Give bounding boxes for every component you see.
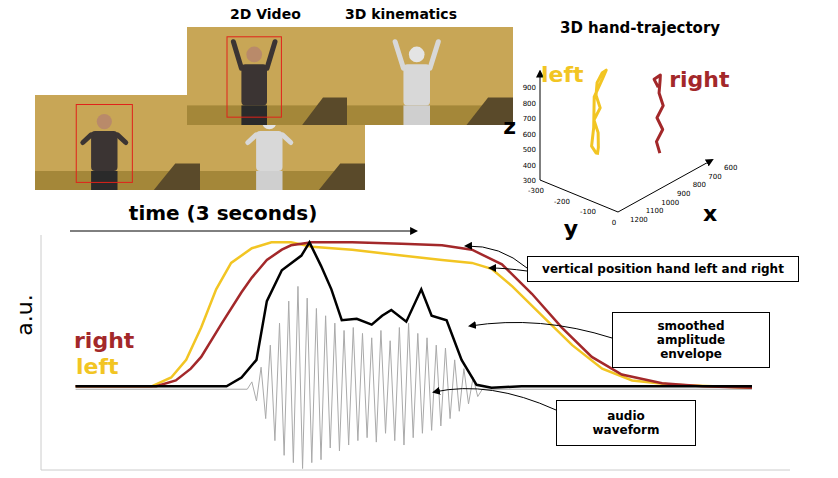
svg-text:3D kinematics: 3D kinematics bbox=[345, 6, 457, 22]
svg-text:900: 900 bbox=[677, 190, 690, 198]
svg-text:800: 800 bbox=[523, 100, 536, 108]
html-text:right: right bbox=[74, 328, 135, 353]
svg-text:600: 600 bbox=[523, 131, 536, 139]
svg-text:600: 600 bbox=[724, 164, 737, 172]
svg-text:1200: 1200 bbox=[630, 216, 648, 224]
svg-text:left: left bbox=[541, 62, 584, 87]
svg-text:-200: -200 bbox=[554, 198, 570, 206]
svg-text:400: 400 bbox=[523, 162, 536, 170]
svg-text:700: 700 bbox=[523, 115, 536, 123]
svg-text:800: 800 bbox=[693, 181, 706, 189]
svg-text:300: 300 bbox=[523, 177, 536, 185]
svg-text:700: 700 bbox=[708, 173, 721, 181]
svg-text:z: z bbox=[503, 114, 516, 139]
svg-text:500: 500 bbox=[523, 146, 536, 154]
svg-text:time (3 seconds): time (3 seconds) bbox=[129, 201, 317, 225]
svg-text:3D hand-trajectory: 3D hand-trajectory bbox=[560, 19, 720, 37]
svg-text:a.u.: a.u. bbox=[12, 294, 37, 335]
html-text:smoothed amplitude envelope: smoothed amplitude envelope bbox=[656, 319, 726, 361]
svg-text:900: 900 bbox=[523, 84, 536, 92]
svg-text:0: 0 bbox=[612, 219, 616, 227]
html-text:left: left bbox=[76, 354, 119, 379]
svg-text:1100: 1100 bbox=[646, 207, 664, 215]
svg-text:1000: 1000 bbox=[661, 199, 679, 207]
svg-text:right: right bbox=[669, 67, 730, 92]
svg-text:-300: -300 bbox=[528, 187, 544, 195]
svg-text:y: y bbox=[564, 216, 578, 241]
html-text:vertical position hand left an: vertical position hand left and right bbox=[542, 262, 784, 276]
svg-text:2D Video: 2D Video bbox=[230, 6, 301, 22]
svg-text:-100: -100 bbox=[580, 208, 596, 216]
svg-text:x: x bbox=[703, 201, 717, 226]
html-text:audio waveform: audio waveform bbox=[592, 409, 660, 437]
